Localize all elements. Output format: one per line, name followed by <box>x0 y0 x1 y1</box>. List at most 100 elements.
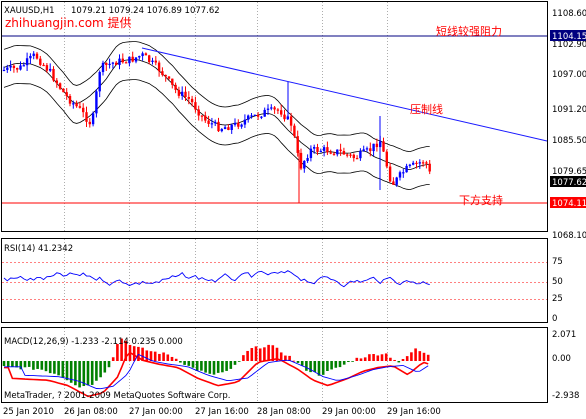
candle-body <box>35 53 39 59</box>
macd-bar <box>90 361 94 385</box>
rsi-panel[interactable] <box>1 238 548 323</box>
svg-text:0: 0 <box>552 314 557 324</box>
macd-bar <box>305 361 308 371</box>
candle-body <box>190 98 194 103</box>
candle-body <box>329 152 332 154</box>
macd-bar <box>36 361 39 369</box>
svg-text:1068.10: 1068.10 <box>552 231 586 241</box>
lower-band <box>3 79 430 191</box>
macd-bar <box>258 348 262 361</box>
candle-body <box>382 141 385 152</box>
candle-body <box>425 162 428 164</box>
macd-bar <box>179 361 182 363</box>
candle-body <box>402 172 405 174</box>
candle-body <box>78 106 82 108</box>
candle-body <box>270 107 273 109</box>
macd-bar <box>78 361 81 388</box>
candle-body <box>283 114 286 120</box>
macd-bar <box>107 361 111 368</box>
resistance-annotation: 短线较强阻力 <box>436 24 502 38</box>
candle-body <box>336 149 339 155</box>
support-annotation: 下方支持 <box>459 193 503 207</box>
macd-bar <box>233 361 237 365</box>
macd-bar <box>69 361 73 383</box>
macd-bar <box>183 361 186 365</box>
pressure-trendline[interactable] <box>141 47 548 142</box>
macd-bar <box>267 344 270 361</box>
macd-bar <box>351 361 354 362</box>
candle-body <box>256 114 260 117</box>
bollinger-bands <box>3 41 430 191</box>
macd-bar <box>246 350 249 361</box>
candle-body <box>319 150 322 153</box>
macd-bar <box>279 352 283 361</box>
candle-body <box>365 148 369 150</box>
candle-body <box>303 160 306 169</box>
macd-bar <box>271 345 275 361</box>
candle-body <box>72 103 75 105</box>
macd-bar <box>212 361 216 375</box>
macd-bar <box>170 356 174 361</box>
macd-axis: 2.071 0.00 -2.938 <box>552 330 579 401</box>
candle-body <box>181 91 184 96</box>
macd-bar <box>347 361 350 362</box>
candle-body <box>171 78 174 85</box>
macd-bar <box>23 361 27 368</box>
candle-body <box>141 53 144 57</box>
candle-body <box>247 115 250 120</box>
candlesticks[interactable] <box>2 51 431 203</box>
candle-body <box>349 154 352 156</box>
macd-bar <box>296 361 300 363</box>
candle-body <box>313 146 316 149</box>
macd-bar <box>338 361 342 368</box>
candle-body <box>111 62 115 64</box>
candle-body <box>12 65 16 69</box>
macd-bar <box>355 357 359 361</box>
candle-body <box>101 62 105 73</box>
candle-body <box>2 69 6 72</box>
rsi-line <box>3 270 430 288</box>
svg-text:29 Jan 00:00: 29 Jan 00:00 <box>322 407 376 417</box>
upper-band <box>3 41 430 153</box>
candle-body <box>115 62 118 66</box>
candle-body <box>29 55 32 59</box>
macd-bar <box>309 361 312 373</box>
macd-bar <box>40 361 44 370</box>
macd-bar <box>116 344 119 361</box>
candle-body <box>266 108 270 110</box>
macd-bar <box>132 346 136 361</box>
svg-text:28 Jan 08:00: 28 Jan 08:00 <box>257 407 311 417</box>
macd-indicator <box>2 338 430 398</box>
candle-body <box>19 65 22 70</box>
candle-body <box>131 56 134 62</box>
candle-body <box>154 60 157 63</box>
candle-body <box>121 58 124 63</box>
candle-body <box>233 122 237 125</box>
candle-body <box>253 114 256 116</box>
candle-body <box>362 149 365 152</box>
price-axis: 1108.60 1102.90 1097.00 1091.20 1085.50 … <box>552 9 586 241</box>
macd-bar <box>95 361 98 381</box>
macd-bar <box>275 347 279 361</box>
candle-body <box>98 72 101 92</box>
macd-bar <box>389 357 392 361</box>
svg-text:1102.90: 1102.90 <box>552 40 586 50</box>
svg-text:1091.20: 1091.20 <box>552 105 586 115</box>
ohlc-label: 1079.21 1079.24 1076.89 1077.62 <box>71 6 220 16</box>
macd-bar <box>86 361 90 386</box>
candle-body <box>157 62 161 72</box>
macd-bar <box>61 361 65 378</box>
candle-body <box>148 55 151 62</box>
candle-body <box>418 162 421 164</box>
macd-bar <box>6 361 10 367</box>
svg-text:50: 50 <box>552 277 563 287</box>
macd-bar <box>19 361 23 370</box>
macd-bar <box>410 352 413 361</box>
candle-body <box>332 153 336 155</box>
candle-body <box>316 146 319 152</box>
candle-body <box>428 163 431 172</box>
candle-body <box>32 53 35 56</box>
candle-body <box>276 109 280 111</box>
svg-text:29 Jan 16:00: 29 Jan 16:00 <box>387 407 441 417</box>
